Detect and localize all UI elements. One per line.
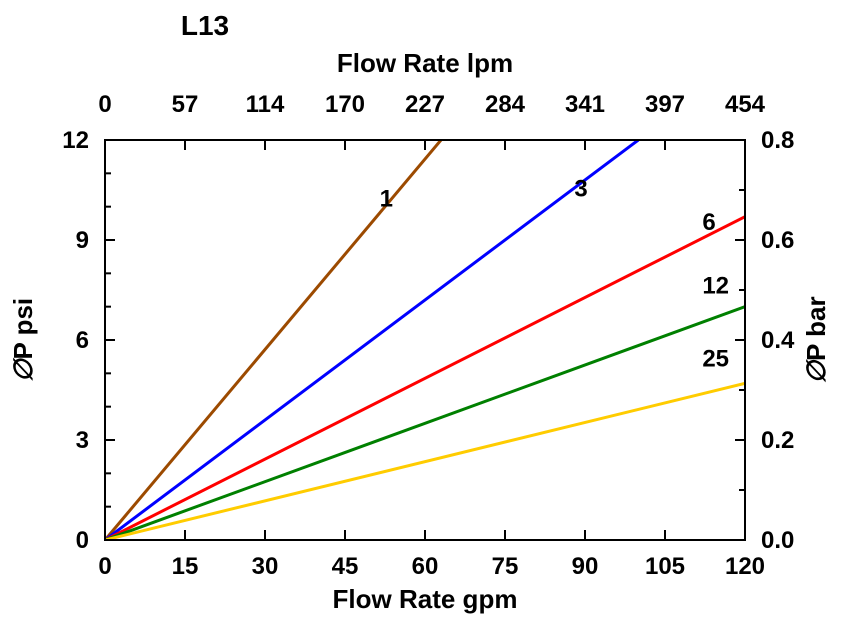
series-line-3: [105, 140, 638, 540]
y-left-tick-label: 6: [76, 327, 89, 354]
x-top-tick-label: 227: [405, 91, 445, 118]
x-top-tick-label: 341: [565, 91, 605, 118]
y-left-tick-label: 3: [76, 427, 89, 454]
x-top-tick-label: 0: [98, 91, 111, 118]
x-bottom-tick-label: 105: [645, 553, 685, 580]
series-line-12: [105, 307, 745, 540]
y-right-tick-label: 0.6: [761, 227, 794, 254]
y-right-tick-label: 0.4: [761, 327, 795, 354]
x-top-axis-label: Flow Rate lpm: [337, 48, 513, 78]
series-label-3: 3: [574, 176, 587, 203]
pressure-flow-chart: L13Flow Rate lpm057114170227284341397454…: [0, 0, 854, 642]
y-left-tick-label: 9: [76, 227, 89, 254]
x-top-tick-label: 170: [325, 91, 365, 118]
y-left-tick-label: 0: [76, 527, 89, 554]
x-top-tick-label: 454: [725, 91, 766, 118]
y-right-tick-label: 0.2: [761, 427, 794, 454]
series-label-25: 25: [702, 346, 729, 373]
y-left-axis-label: ∅P psi: [8, 298, 38, 382]
series-label-12: 12: [702, 272, 729, 299]
x-top-tick-label: 397: [645, 91, 685, 118]
y-right-tick-label: 0.8: [761, 127, 794, 154]
series-line-25: [105, 383, 745, 540]
x-bottom-tick-label: 60: [412, 553, 439, 580]
x-bottom-tick-label: 30: [252, 553, 279, 580]
series-label-6: 6: [702, 209, 715, 236]
plot-border: [105, 140, 745, 540]
series-group: [105, 140, 745, 540]
x-bottom-tick-label: 90: [572, 553, 599, 580]
x-bottom-tick-label: 75: [492, 553, 519, 580]
y-right-axis-label: ∅P bar: [801, 296, 831, 383]
y-right-tick-label: 0.0: [761, 527, 794, 554]
chart-title: L13: [181, 10, 229, 41]
x-bottom-tick-label: 120: [725, 553, 765, 580]
x-top-tick-label: 57: [172, 91, 199, 118]
x-top-tick-label: 114: [246, 91, 285, 118]
x-bottom-tick-label: 15: [172, 553, 199, 580]
x-bottom-tick-label: 45: [332, 553, 359, 580]
series-line-6: [105, 217, 745, 540]
series-label-1: 1: [380, 186, 393, 213]
chart-container: L13Flow Rate lpm057114170227284341397454…: [0, 0, 854, 642]
x-bottom-axis-label: Flow Rate gpm: [333, 584, 518, 614]
x-bottom-tick-label: 0: [98, 553, 111, 580]
y-left-tick-label: 12: [62, 127, 89, 154]
x-top-tick-label: 284: [485, 91, 526, 118]
